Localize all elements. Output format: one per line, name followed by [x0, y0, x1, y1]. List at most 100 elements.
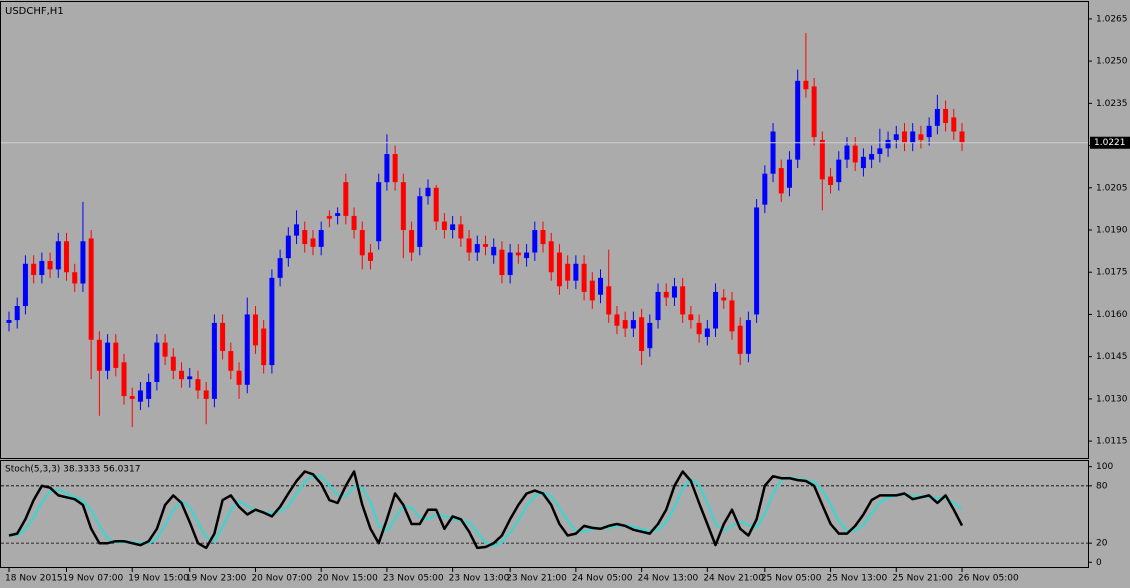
candle-body [392, 154, 398, 183]
y-tick-label: 1.0250 [1096, 57, 1128, 67]
candle-body [14, 306, 20, 321]
candle-body [869, 154, 875, 160]
candle-body [203, 390, 209, 399]
candle-body [704, 328, 710, 337]
y-tick-label: 1.0130 [1096, 394, 1128, 404]
candle-body [606, 286, 612, 315]
candle-body [294, 224, 300, 236]
x-tick-label: 26 Nov 05:00 [958, 574, 1019, 584]
candle-body [466, 238, 472, 253]
x-tick-label: 24 Nov 21:00 [703, 574, 764, 584]
candle-body [934, 108, 940, 126]
x-tick-label: 25 Nov 05:00 [761, 574, 822, 584]
candle-body [367, 252, 373, 261]
candle-body [450, 224, 456, 230]
candle-body [302, 230, 308, 245]
candle-body [187, 376, 193, 380]
y-tick-label: 1.0175 [1096, 268, 1128, 278]
x-tick-label: 23 Nov 21:00 [506, 574, 567, 584]
y-tick-label: 1.0190 [1096, 226, 1128, 236]
stoch-line [8, 470, 964, 550]
candle-body [236, 370, 242, 385]
candle-body [811, 86, 817, 138]
candle-body [154, 342, 160, 382]
candle-body [770, 131, 776, 174]
candle-body [252, 314, 258, 346]
candle-body [220, 322, 226, 352]
candle-body [491, 246, 497, 256]
last-price-label: 1.0221 [1094, 138, 1126, 148]
x-tick-label: 25 Nov 13:00 [827, 574, 888, 584]
candle-body [80, 241, 86, 284]
candle-body [499, 249, 505, 276]
candle-body [211, 322, 217, 399]
candle-body [565, 263, 571, 281]
candle-body [343, 182, 349, 216]
candle-body [762, 173, 768, 205]
candle-body [6, 320, 12, 323]
candle-body [146, 382, 152, 399]
x-tick-label: 20 Nov 15:00 [317, 574, 378, 584]
candle-body [713, 291, 719, 329]
candle-body [228, 351, 234, 371]
candle-body [532, 230, 538, 253]
candle-body [696, 322, 702, 335]
candle-body [639, 317, 645, 352]
candle-body [129, 396, 135, 399]
candle-body [918, 134, 924, 140]
candle-body [877, 148, 883, 154]
candle-body [47, 260, 53, 270]
candle-body [671, 286, 677, 298]
candle-body [22, 263, 28, 306]
candle-body [72, 272, 78, 284]
x-tick-label: 18 Nov 2015 [5, 574, 63, 584]
candle-body [819, 139, 825, 180]
candle-body [721, 297, 727, 301]
candle-body [548, 241, 554, 273]
candle-body [556, 252, 562, 287]
candle-body [959, 131, 965, 143]
candle-body [400, 182, 406, 230]
candle-body [409, 230, 415, 253]
y-tick-label: 0 [1096, 558, 1102, 568]
candle-body [105, 342, 111, 371]
candle-body [310, 238, 316, 247]
candle-body [598, 277, 604, 295]
candle-body [688, 314, 694, 321]
candle-body [885, 139, 891, 149]
candle-body [581, 263, 587, 292]
candle-body [926, 125, 932, 138]
y-tick-label: 1.0145 [1096, 352, 1128, 362]
candle-body [170, 356, 176, 371]
candle-body [836, 159, 842, 183]
candle-body [96, 339, 102, 371]
candle-body [860, 156, 866, 169]
candle-body [786, 159, 792, 188]
candle-body [31, 263, 37, 276]
candle-body [655, 291, 661, 321]
candle-body [910, 131, 916, 143]
candle-body [901, 131, 907, 143]
candle-body [663, 291, 669, 298]
x-tick-label: 24 Nov 05:00 [572, 574, 633, 584]
candle-body [524, 252, 530, 259]
candle-body [88, 238, 94, 340]
stoch-panel-frame [0, 460, 1089, 568]
candle-body [269, 277, 275, 366]
x-tick-label: 23 Nov 05:00 [383, 574, 444, 584]
candle-body [285, 235, 291, 259]
x-tick-label: 20 Nov 07:00 [251, 574, 312, 584]
candle-body [351, 215, 357, 230]
candle-body [277, 258, 283, 278]
y-tick-label: 1.0235 [1096, 99, 1128, 109]
candle-body [137, 390, 143, 402]
y-tick-label: 100 [1096, 462, 1113, 472]
candle-body [515, 252, 521, 256]
x-tick-label: 25 Nov 21:00 [892, 574, 953, 584]
candle-body [121, 362, 127, 397]
candle-body [745, 320, 751, 354]
candle-body [828, 176, 834, 185]
candle-body [630, 320, 636, 329]
candle-body [64, 241, 70, 273]
